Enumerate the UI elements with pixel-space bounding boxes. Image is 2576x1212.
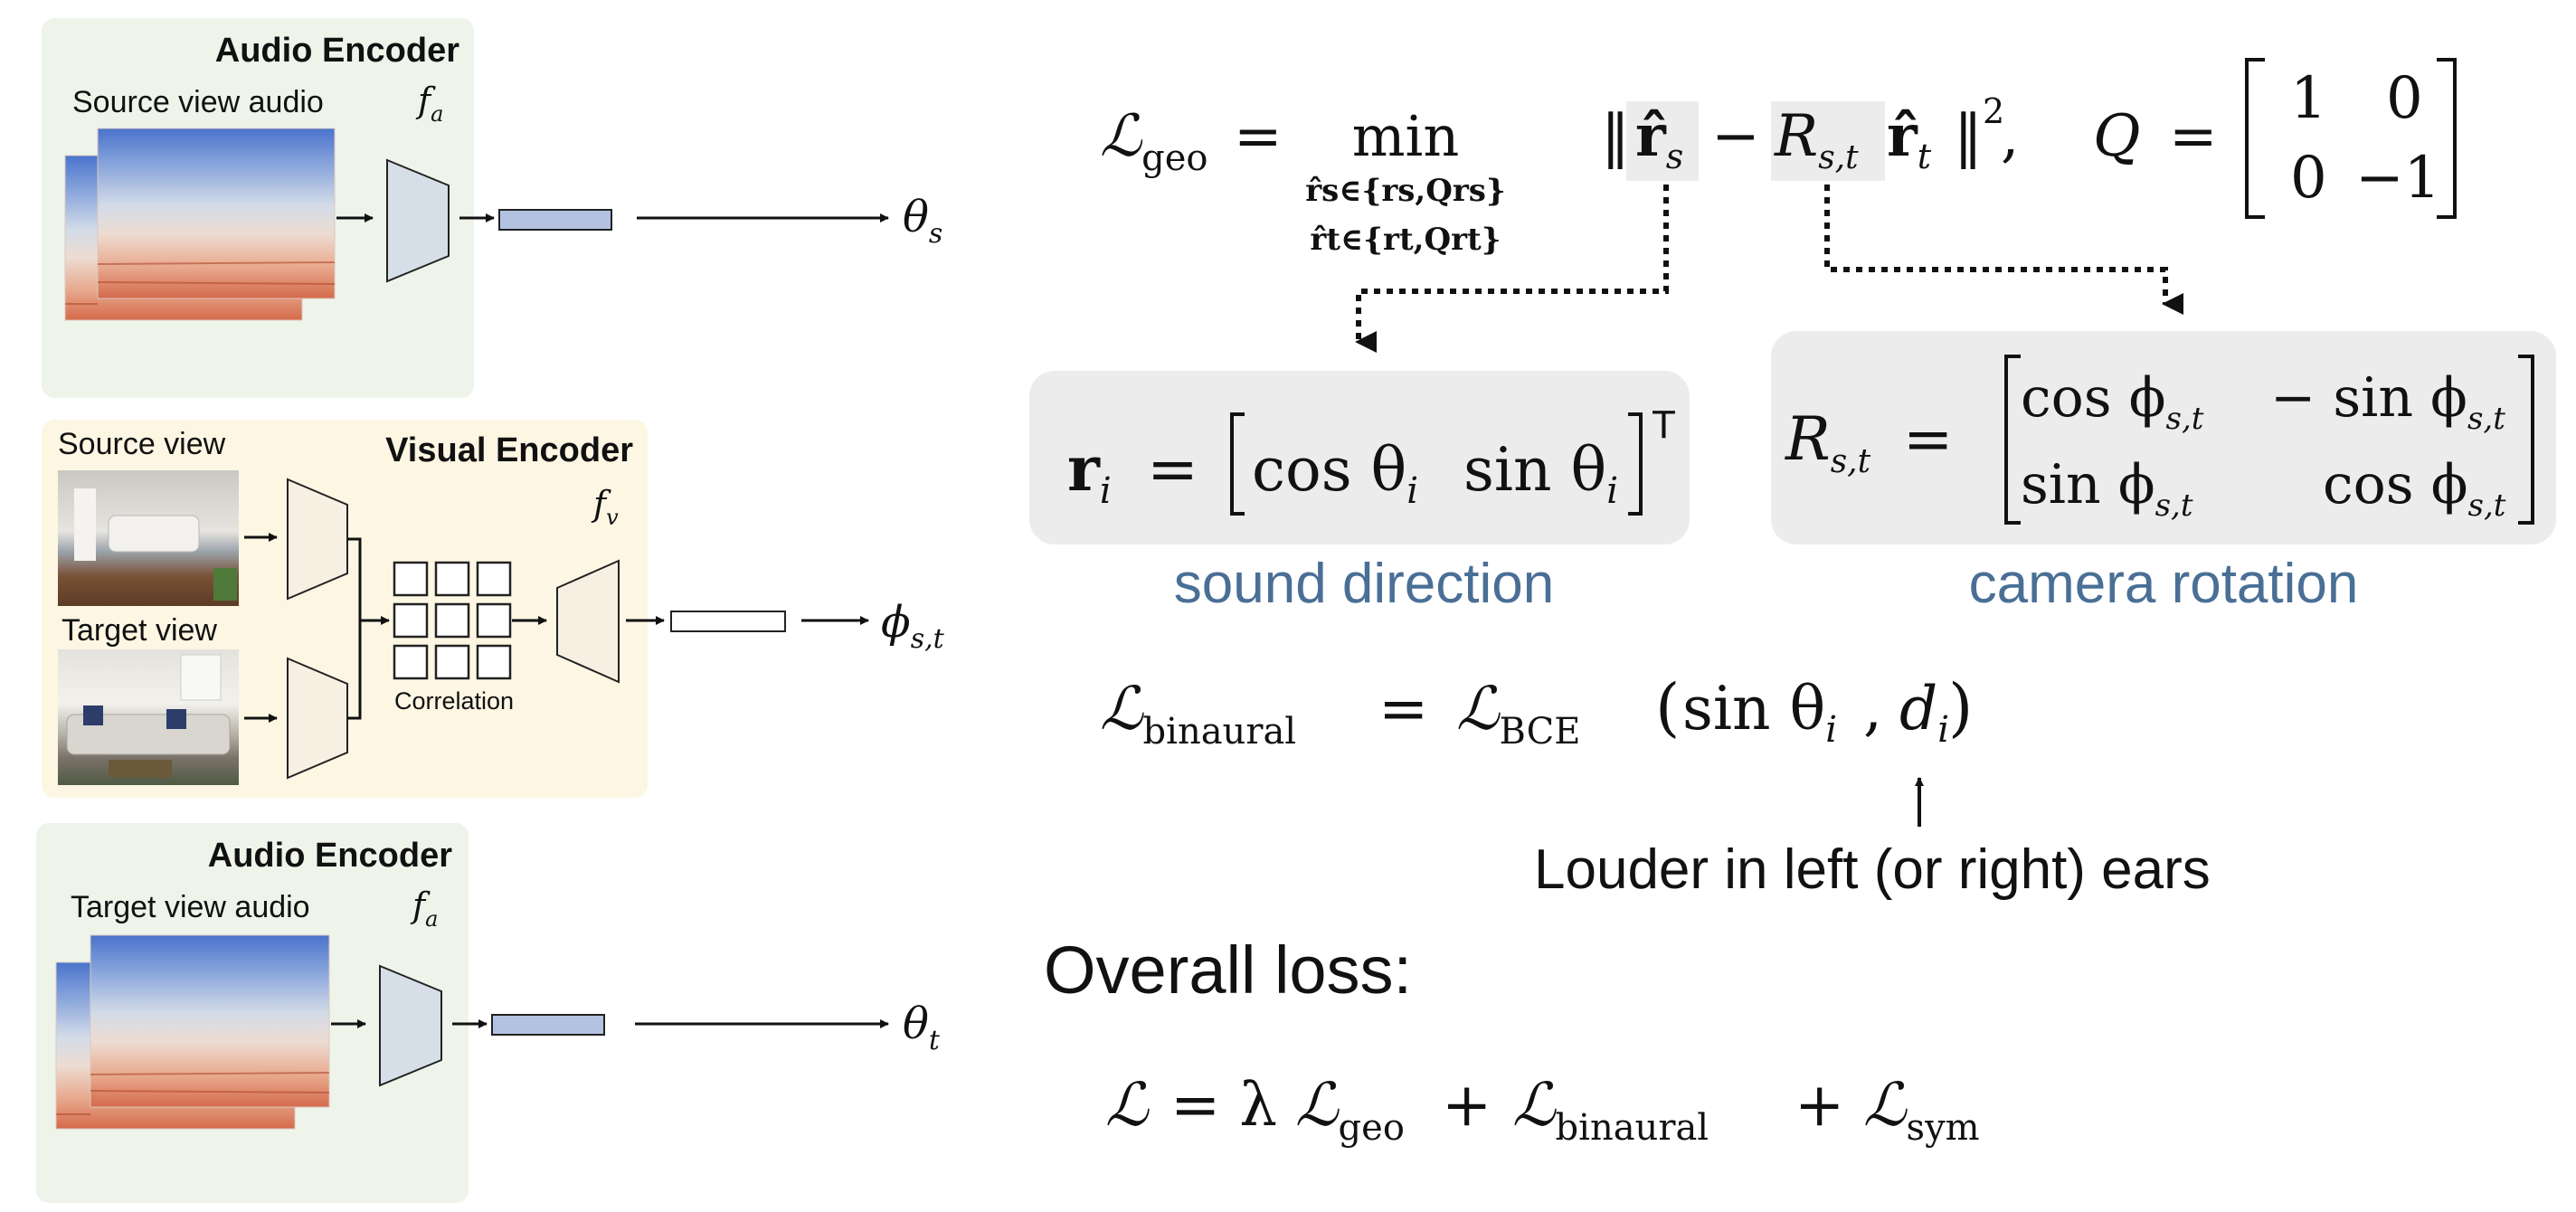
correlation-grid — [393, 561, 512, 680]
audio-encoder-title: Audio Encoder — [215, 32, 459, 70]
audio-encoder-block — [386, 158, 450, 283]
visual-encoder-source-block — [287, 478, 348, 601]
visual-encoder-fusion-block — [556, 559, 620, 684]
svg-text:r̂s: r̂s — [1635, 102, 1683, 176]
overall-loss-heading: Overall loss: — [1044, 933, 1412, 1008]
svg-text:T: T — [1652, 402, 1676, 447]
visual-encoder-panel: Visual Encoder Source view fv Target vie… — [42, 420, 665, 798]
svg-text:,: , — [1863, 674, 1882, 743]
source-spectrogram-icon — [64, 128, 336, 321]
svg-text:=: = — [1234, 103, 1283, 170]
svg-text:sin θi: sin θi — [1682, 674, 1837, 751]
svg-text:‖: ‖ — [1954, 103, 1983, 170]
svg-text:Rs,t: Rs,t — [1785, 404, 1871, 480]
sound-direction-caption: sound direction — [1174, 553, 1555, 615]
svg-text:ℒgeo: ℒgeo — [1100, 103, 1208, 179]
svg-text:=: = — [1147, 434, 1198, 506]
correlation-label: Correlation — [394, 687, 514, 715]
svg-text:(: ( — [1655, 670, 1680, 744]
phi-st-output: ϕs,t — [881, 597, 945, 655]
svg-text:r̂t: r̂t — [1887, 102, 1932, 176]
audio-encoder-target-panel: Audio Encoder Target view audio fa — [36, 823, 488, 1203]
svg-text:cos ϕs,t: cos ϕs,t — [2021, 366, 2204, 437]
svg-text:ℒbinaural: ℒbinaural — [1512, 1070, 1709, 1149]
svg-text:+: + — [1442, 1070, 1492, 1140]
target-view-image — [58, 649, 239, 785]
overall-loss-formula: ℒ = λ ℒgeo + ℒbinaural + ℒsym — [1105, 1070, 1980, 1149]
geo-loss-formula: ℒgeo = min r̂s∈{rs,Qrs} r̂t∈{rt,Qrt} ‖ r… — [1100, 58, 2457, 258]
audio-encoder-block-bottom — [379, 964, 442, 1087]
svg-text:1: 1 — [2290, 65, 2327, 132]
binaural-note: Louder in left (or right) ears — [1534, 838, 2211, 901]
svg-text:‖: ‖ — [1601, 103, 1630, 170]
source-view-label: Source view — [58, 427, 226, 461]
dotted-connectors — [1355, 185, 2183, 353]
svg-text:r̂s∈{rs,Qrs}: r̂s∈{rs,Qrs} — [1305, 173, 1506, 209]
svg-text:ri: ri — [1067, 433, 1112, 512]
source-view-audio-label: Source view audio — [72, 85, 324, 119]
svg-text:=: = — [2169, 103, 2218, 170]
svg-text:0: 0 — [2386, 65, 2423, 132]
target-view-audio-label: Target view audio — [71, 890, 310, 924]
audio-encoder-source-panel: Audio Encoder Source view audio fa — [42, 18, 495, 398]
svg-text:r̂t∈{rt,Qrt}: r̂t∈{rt,Qrt} — [1310, 222, 1501, 258]
svg-text:=: = — [1378, 674, 1428, 743]
svg-text:0: 0 — [2290, 145, 2327, 212]
audio-feature-bar-source — [498, 209, 612, 231]
audio-encoder-title-bottom: Audio Encoder — [208, 837, 452, 875]
svg-text:ℒ: ℒ — [1105, 1070, 1150, 1140]
svg-text:ℒsym: ℒsym — [1863, 1070, 1980, 1149]
visual-feature-bar — [670, 611, 786, 632]
visual-encoder-target-block — [287, 657, 348, 780]
svg-text:Rs,t: Rs,t — [1774, 103, 1859, 176]
svg-text:− sin ϕs,t: − sin ϕs,t — [2270, 366, 2505, 437]
sound-direction-formula: ri = cos θi sin θi T — [1029, 371, 1690, 544]
svg-text:2: 2 — [1983, 91, 2004, 131]
svg-text:−1: −1 — [2355, 145, 2440, 212]
target-spectrogram-icon — [55, 934, 330, 1130]
svg-text:min: min — [1352, 103, 1460, 169]
svg-text:−: − — [1711, 103, 1760, 170]
svg-text:sin ϕs,t: sin ϕs,t — [2021, 453, 2193, 524]
source-view-image — [58, 470, 239, 606]
svg-text:,: , — [2001, 103, 2019, 170]
camera-rotation-caption: camera rotation — [1969, 553, 2359, 615]
theta-s-output: θs — [903, 192, 942, 250]
visual-encoder-title: Visual Encoder — [385, 431, 633, 469]
svg-text:cos ϕs,t: cos ϕs,t — [2323, 453, 2506, 524]
svg-text:=: = — [1903, 404, 1953, 474]
theta-t-output: θt — [903, 999, 941, 1056]
svg-text:= λ: = λ — [1170, 1070, 1277, 1140]
svg-text:ℒgeo: ℒgeo — [1295, 1070, 1405, 1149]
camera-rotation-formula: Rs,t = cos ϕs,t − sin ϕs,t sin ϕs,t cos … — [1771, 331, 2556, 544]
svg-text:sin θi: sin θi — [1463, 435, 1618, 512]
svg-text:cos θi: cos θi — [1252, 435, 1418, 512]
svg-text:): ) — [1948, 670, 1973, 744]
target-view-label: Target view — [62, 613, 217, 648]
svg-text:+: + — [1795, 1070, 1844, 1140]
svg-text:Q: Q — [2093, 103, 2140, 170]
svg-text:ℒbinaural: ℒbinaural — [1100, 674, 1296, 753]
audio-feature-bar-target — [491, 1014, 605, 1036]
svg-text:di: di — [1899, 674, 1949, 751]
binaural-loss-formula: ℒbinaural = ℒBCE ( sin θi , di ) — [1100, 670, 1973, 753]
svg-text:ℒBCE: ℒBCE — [1456, 674, 1581, 753]
